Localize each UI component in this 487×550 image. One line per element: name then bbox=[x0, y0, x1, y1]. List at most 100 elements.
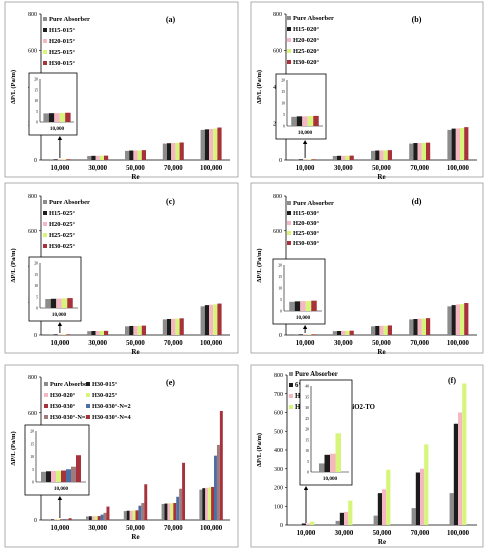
legend-swatch bbox=[43, 39, 47, 43]
inset-y-tick-label: 20 bbox=[34, 262, 38, 266]
bar bbox=[209, 304, 214, 335]
bar bbox=[411, 508, 416, 525]
x-tick-label: 10,000 bbox=[296, 165, 315, 172]
bar bbox=[420, 468, 425, 525]
panel-label: (c) bbox=[166, 197, 175, 206]
legend-label: H30-020° bbox=[50, 392, 76, 399]
bar bbox=[144, 484, 148, 520]
panel-label: (f) bbox=[448, 376, 456, 385]
legend-label: H20-015° bbox=[49, 38, 75, 45]
bar bbox=[100, 514, 104, 520]
bar bbox=[298, 159, 303, 160]
bar bbox=[387, 150, 392, 160]
bar bbox=[204, 305, 209, 335]
inset-bar bbox=[50, 298, 57, 308]
bar bbox=[216, 444, 220, 520]
inset-y-tick-label: 5 bbox=[283, 113, 285, 117]
x-tick-label: 30,000 bbox=[88, 165, 107, 172]
bar bbox=[137, 150, 142, 160]
inset-y-tick-label: 35 bbox=[305, 395, 309, 399]
chart-panel-d: 0200400600800ΔP/L (Pa/m)10,00030,00050,0… bbox=[250, 182, 484, 356]
bar bbox=[85, 516, 89, 520]
bar bbox=[200, 129, 205, 160]
x-tick-label: 30,000 bbox=[334, 340, 353, 347]
bar bbox=[387, 325, 392, 335]
bar bbox=[217, 303, 222, 335]
inset-x-tick-label: 10,000 bbox=[298, 130, 313, 136]
bar bbox=[91, 331, 96, 335]
inset-y-tick-label: 0 bbox=[36, 121, 38, 125]
legend-swatch bbox=[287, 38, 291, 42]
bar bbox=[213, 304, 218, 335]
legend-swatch bbox=[287, 201, 291, 205]
bar bbox=[455, 304, 460, 335]
bar bbox=[383, 325, 388, 335]
bar bbox=[91, 155, 96, 160]
x-tick-label: 10,000 bbox=[297, 530, 316, 537]
bar bbox=[141, 503, 145, 520]
bar bbox=[460, 304, 465, 335]
bar bbox=[65, 518, 69, 520]
legend-swatch bbox=[44, 404, 48, 408]
x-tick-label: 70,000 bbox=[164, 165, 183, 172]
inset-y-tick-label: 15 bbox=[34, 88, 38, 92]
bar bbox=[95, 331, 100, 335]
bar bbox=[179, 318, 184, 335]
inset-bar bbox=[51, 471, 56, 482]
legend-label: H30-030°-N=3 bbox=[50, 414, 89, 421]
legend-label: H15-025° bbox=[49, 210, 75, 217]
x-axis-label: Re bbox=[131, 173, 139, 181]
bar bbox=[99, 330, 104, 335]
bar bbox=[332, 155, 337, 160]
bar bbox=[182, 462, 186, 520]
y-axis-label: ΔP/L (Pa/m) bbox=[256, 248, 263, 282]
bar bbox=[447, 306, 452, 335]
legend-swatch bbox=[44, 415, 48, 419]
y-tick-label: 0 bbox=[280, 523, 283, 529]
inset-bar bbox=[305, 301, 312, 311]
bar bbox=[341, 330, 346, 335]
chart-panel-c: 0200400600800ΔP/L (Pa/m)10,00030,00050,0… bbox=[4, 182, 239, 356]
x-tick-label: 70,000 bbox=[411, 530, 430, 537]
bar bbox=[48, 519, 52, 520]
y-tick-label: 800 bbox=[28, 194, 37, 200]
inset-frame bbox=[28, 72, 78, 136]
bar bbox=[339, 512, 344, 525]
x-tick-label: 50,000 bbox=[373, 530, 392, 537]
y-tick-label: 600 bbox=[28, 229, 37, 235]
arrow-head-icon bbox=[302, 140, 308, 144]
inset-bar bbox=[48, 113, 55, 122]
x-tick-label: 30,000 bbox=[88, 340, 107, 347]
inset-bar bbox=[45, 299, 51, 308]
bar bbox=[413, 143, 418, 160]
bar bbox=[133, 325, 138, 335]
bar bbox=[94, 516, 98, 520]
bar bbox=[426, 142, 431, 160]
bar bbox=[53, 334, 58, 335]
legend-label: H30-025° bbox=[92, 392, 118, 399]
chart-panel-b: 0200400600800ΔP/L (Pa/m)10,00030,00050,0… bbox=[250, 1, 484, 181]
bar bbox=[97, 516, 101, 520]
bar bbox=[199, 489, 203, 520]
x-axis-label: Re bbox=[131, 533, 139, 541]
legend-label: H30-030°-N=4 bbox=[92, 414, 131, 421]
legend-label: Pure Absorber bbox=[49, 16, 90, 23]
bar bbox=[344, 511, 349, 525]
bar bbox=[173, 503, 177, 520]
legend-label: H20-025° bbox=[49, 221, 75, 228]
bar bbox=[170, 503, 174, 520]
legend-label: H20-030° bbox=[293, 220, 319, 227]
inset-chart: 0 5 10 15 20 10,000 bbox=[28, 256, 82, 322]
bar bbox=[379, 325, 384, 335]
legend-swatch bbox=[287, 211, 291, 215]
inset-chart: 0 5 10 15 20 10,000 bbox=[28, 72, 78, 136]
x-tick-label: 70,000 bbox=[410, 165, 429, 172]
legend-label: H30-015° bbox=[92, 381, 118, 388]
x-tick-label: 30,000 bbox=[334, 165, 353, 172]
inset-chart: 0 5 10 15 20 10,000 bbox=[24, 424, 90, 496]
x-tick-label: 10,000 bbox=[296, 340, 315, 347]
bar bbox=[175, 142, 180, 160]
bar bbox=[301, 523, 306, 525]
bar bbox=[311, 159, 316, 160]
inset-bar bbox=[65, 112, 71, 122]
